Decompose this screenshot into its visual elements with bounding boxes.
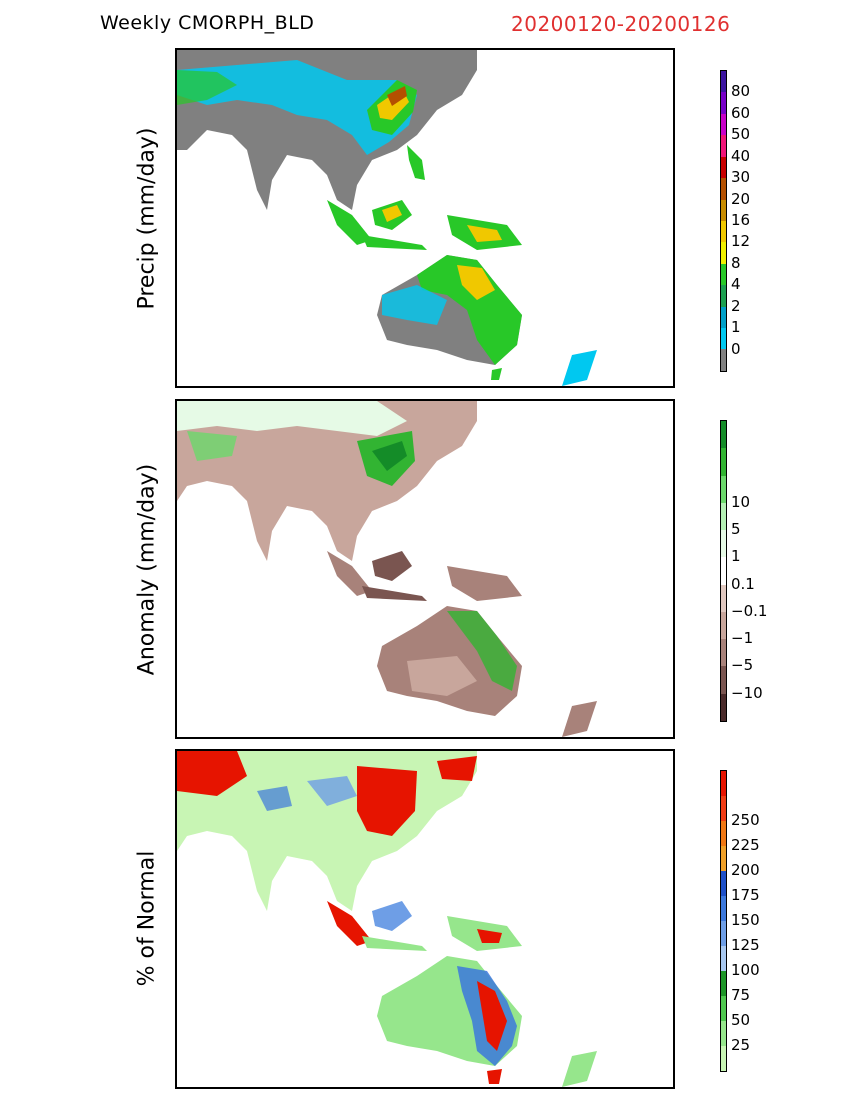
colorbar-tick-label: 8 [731, 253, 741, 272]
precip-asia-landmass [177, 50, 477, 210]
colorbar-tick-label: 5 [731, 520, 741, 539]
colorbar-segment [721, 502, 726, 531]
precip-maritime-continent [327, 145, 522, 250]
anomaly-map-svg [177, 401, 597, 737]
colorbar-segment [721, 771, 726, 796]
colorbar-segment [721, 448, 726, 476]
colorbar-tick-label: 75 [731, 986, 751, 1004]
colorbar-segment [721, 421, 726, 449]
anomaly-colorbar [720, 420, 727, 722]
colorbar-segment [721, 530, 726, 558]
colorbar-segment [721, 263, 726, 286]
percent-asia-landmass [177, 751, 477, 911]
colorbar-segment [721, 220, 726, 243]
product-title: Weekly CMORPH_BLD [100, 12, 315, 34]
anomaly-australia [377, 606, 597, 737]
colorbar-segment [721, 971, 726, 996]
colorbar-segment [721, 242, 726, 264]
colorbar-tick-label: 60 [731, 103, 751, 122]
colorbar-segment [721, 639, 726, 667]
colorbar-tick-label: 80 [731, 82, 751, 101]
percent-normal-map [175, 749, 675, 1089]
date-range: 20200120-20200126 [511, 12, 731, 36]
colorbar-segment [721, 178, 726, 200]
colorbar-tick-label: −10 [731, 683, 763, 702]
colorbar-tick-label: 1 [731, 318, 741, 337]
colorbar-tick-label: 40 [731, 146, 751, 165]
precip-axis-label: Precip (mm/day) [134, 127, 160, 310]
colorbar-tick-label: 2 [731, 296, 741, 315]
percent-colorbar [720, 770, 727, 1072]
colorbar-tick-label: 0.1 [731, 574, 755, 593]
colorbar-tick-label: 50 [731, 125, 751, 144]
colorbar-tick-label: 200 [731, 861, 760, 879]
colorbar-tick-label: 50 [731, 1011, 751, 1029]
percent-axis-label: % of Normal [134, 850, 160, 987]
colorbar-segment [721, 666, 726, 694]
colorbar-tick-label: 0 [731, 339, 741, 358]
percent-australia [377, 956, 597, 1087]
colorbar-segment [721, 1021, 726, 1046]
anomaly-axis-label: Anomaly (mm/day) [134, 463, 160, 676]
colorbar-segment [721, 135, 726, 157]
colorbar-tick-label: −0.1 [731, 601, 768, 620]
colorbar-tick-label: −5 [731, 656, 754, 675]
colorbar-segment [721, 475, 726, 503]
colorbar-segment [721, 349, 726, 371]
colorbar-segment [721, 199, 726, 221]
colorbar-segment [721, 996, 726, 1021]
colorbar-tick-label: 10 [731, 492, 751, 511]
anomaly-map [175, 399, 675, 739]
colorbar-segment [721, 693, 726, 721]
colorbar-tick-label: 250 [731, 811, 760, 829]
colorbar-tick-label: 1 [731, 547, 741, 566]
anomaly-maritime-continent [327, 551, 522, 601]
percent-maritime-continent [327, 901, 522, 951]
colorbar-segment [721, 156, 726, 179]
colorbar-tick-label: 100 [731, 961, 760, 979]
colorbar-segment [721, 285, 726, 307]
colorbar-segment [721, 846, 726, 871]
precip-map [175, 48, 675, 388]
colorbar-tick-label: 150 [731, 911, 760, 929]
colorbar-tick-label: 125 [731, 936, 760, 954]
colorbar-segment [721, 611, 726, 640]
colorbar-segment [721, 584, 726, 612]
colorbar-segment [721, 92, 726, 114]
colorbar-segment [721, 557, 726, 585]
precip-colorbar [720, 70, 727, 372]
colorbar-segment [721, 328, 726, 350]
colorbar-tick-label: 225 [731, 836, 760, 854]
colorbar-tick-label: 16 [731, 211, 751, 229]
colorbar-tick-label: 20 [731, 189, 751, 208]
anomaly-asia-landmass [177, 401, 477, 561]
precip-australia [377, 255, 597, 386]
colorbar-segment [721, 306, 726, 329]
colorbar-tick-label: 30 [731, 168, 751, 187]
colorbar-tick-label: −1 [731, 629, 754, 648]
colorbar-segment [721, 113, 726, 136]
colorbar-tick-label: 4 [731, 275, 741, 294]
colorbar-tick-label: 175 [731, 886, 760, 904]
colorbar-segment [721, 896, 726, 921]
percent-normal-map-svg [177, 751, 597, 1087]
colorbar-segment [721, 1046, 726, 1071]
colorbar-segment [721, 946, 726, 971]
colorbar-tick-label: 12 [731, 232, 751, 251]
colorbar-segment [721, 871, 726, 896]
colorbar-segment [721, 796, 726, 821]
colorbar-segment [721, 921, 726, 946]
colorbar-segment [721, 821, 726, 846]
precip-map-svg [177, 50, 597, 386]
colorbar-segment [721, 71, 726, 93]
colorbar-tick-label: 25 [731, 1036, 751, 1054]
